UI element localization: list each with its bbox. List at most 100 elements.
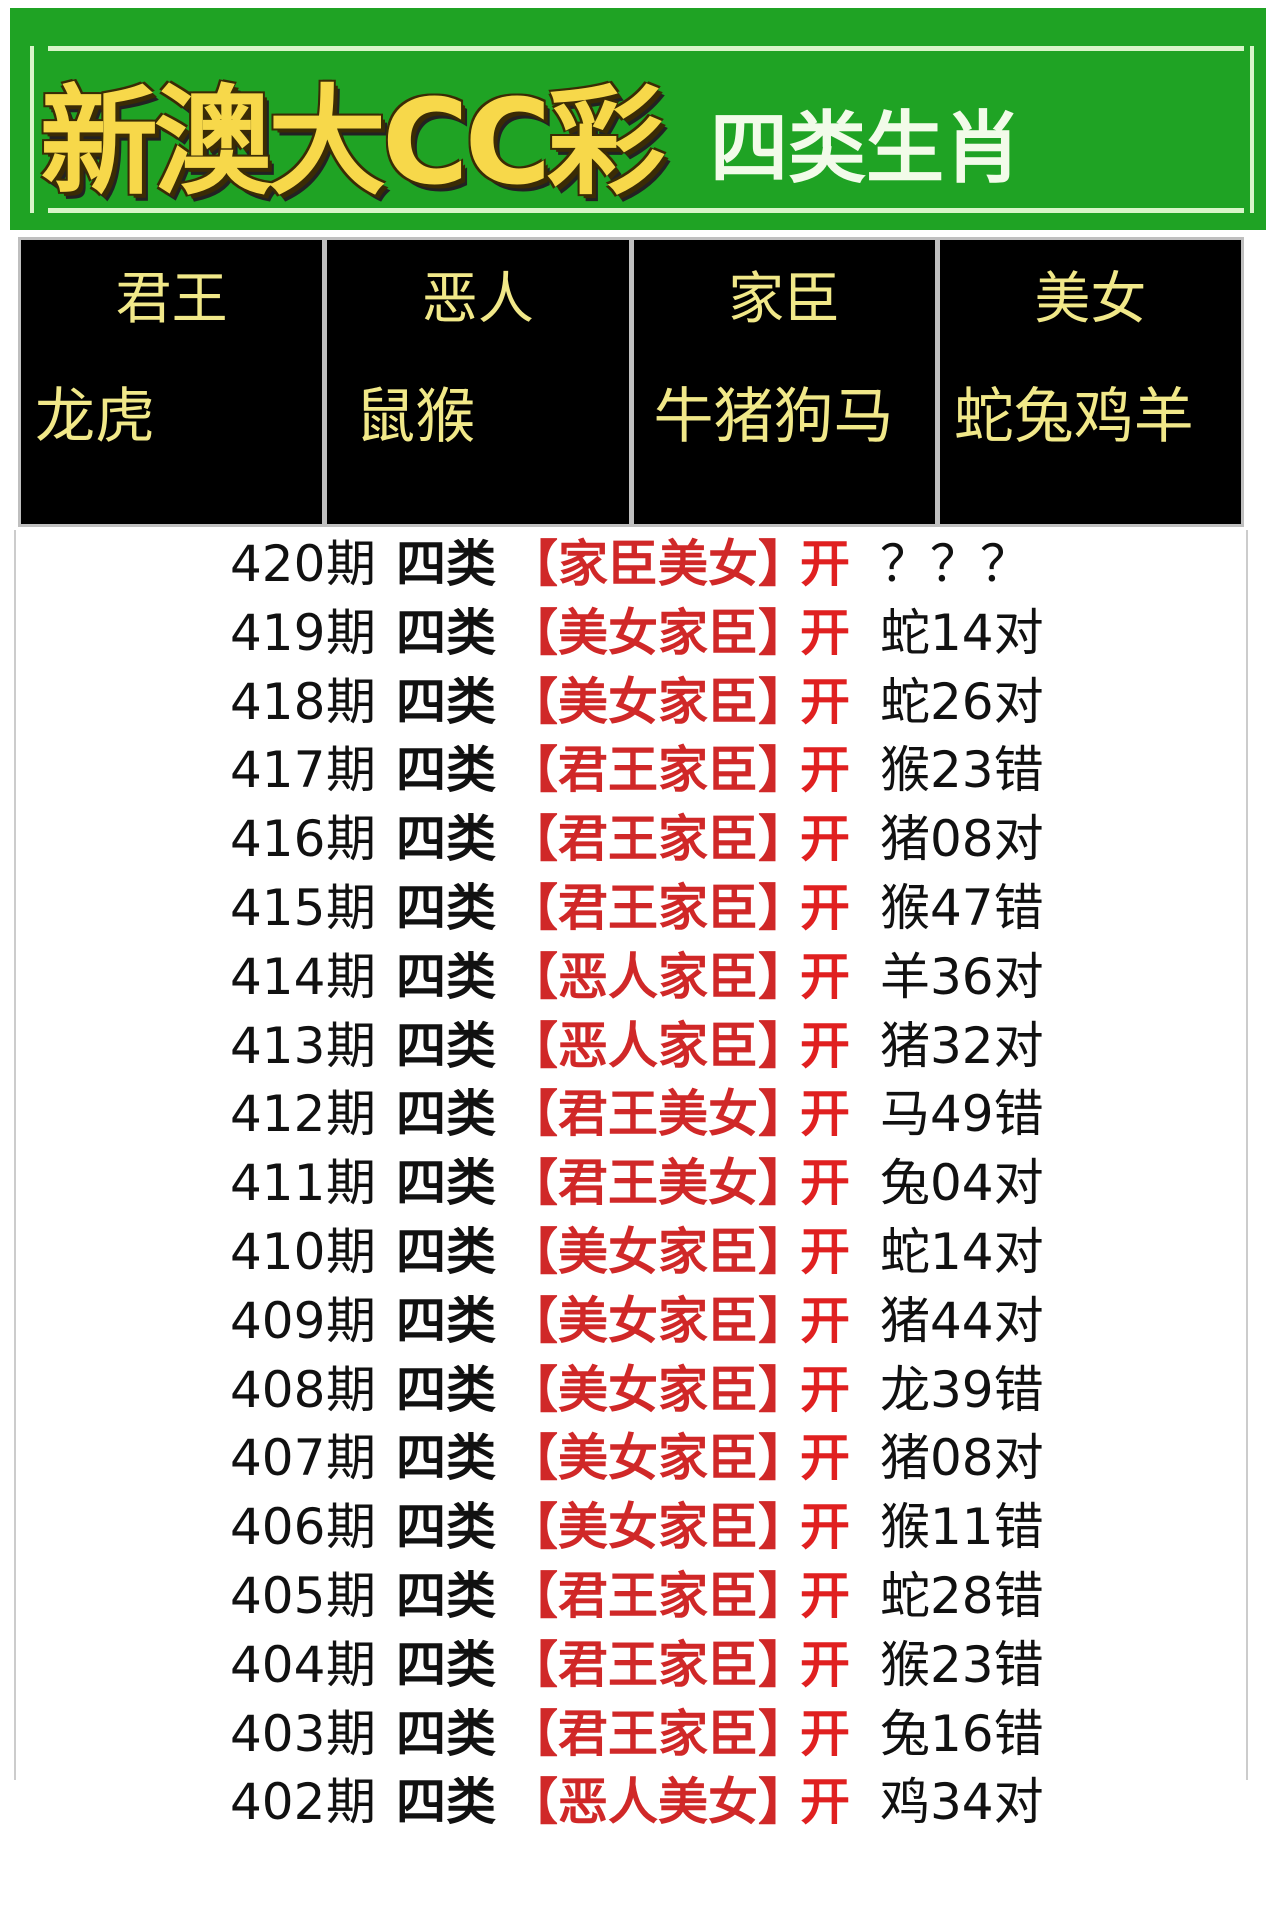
predicted-group: 【君王家臣】 — [508, 1704, 808, 1763]
period-suffix: 期 — [326, 1498, 376, 1557]
period-number: 411 — [230, 1154, 326, 1213]
period-suffix: 期 — [326, 878, 376, 937]
open-label: 开 — [800, 810, 850, 869]
category-name: 美女 — [1034, 267, 1147, 332]
open-label: 开 — [800, 1498, 850, 1557]
result: 蛇14对 — [880, 603, 1044, 662]
open-label: 开 — [800, 1566, 850, 1625]
category-members: 牛猪狗马 — [653, 382, 894, 452]
type-label: 四类 — [396, 1222, 496, 1281]
period-number: 413 — [230, 1016, 326, 1075]
open-label: 开 — [800, 535, 850, 593]
result: 猪44对 — [880, 1291, 1044, 1350]
list-item: 416 期四类 【君王家臣】开猪08对 — [0, 805, 1279, 874]
predicted-group: 【美女家臣】 — [508, 1498, 808, 1557]
result: 马49错 — [880, 1085, 1044, 1144]
list-item: 406 期四类 【美女家臣】开猴11错 — [0, 1493, 1279, 1562]
period-number: 402 — [230, 1773, 326, 1832]
result: 猴47错 — [880, 878, 1044, 937]
predicted-group: 【君王家臣】 — [508, 1635, 808, 1694]
open-label: 开 — [800, 947, 850, 1006]
predicted-group: 【美女家臣】 — [508, 1222, 808, 1281]
period-number: 417 — [230, 741, 326, 800]
predicted-group: 【美女家臣】 — [508, 603, 808, 662]
left-edge-line — [14, 530, 16, 1780]
list-item: 420 期四类 【家臣美女】开 ？？？ — [0, 530, 1279, 599]
type-label: 四类 — [396, 1291, 496, 1350]
type-label: 四类 — [396, 1498, 496, 1557]
result: 兔16错 — [880, 1704, 1044, 1763]
open-label: 开 — [800, 1635, 850, 1694]
result: 猴11错 — [880, 1498, 1044, 1557]
page-title: 新澳大CC彩 — [40, 73, 665, 211]
open-label: 开 — [800, 878, 850, 937]
list-item: 417 期四类 【君王家臣】开猴23错 — [0, 736, 1279, 805]
list-item: 403 期四类 【君王家臣】开兔16错 — [0, 1700, 1279, 1769]
period-number: 408 — [230, 1360, 326, 1419]
open-label: 开 — [800, 1222, 850, 1281]
period-suffix: 期 — [326, 1566, 376, 1625]
banner-border-top — [48, 46, 1244, 51]
period-number: 404 — [230, 1635, 326, 1694]
results-list: 420 期四类 【家臣美女】开？？？ 419 期四类 【美女家臣】开蛇14对 418 期四类【… — [0, 530, 1279, 1837]
period-suffix: 期 — [326, 947, 376, 1006]
period-suffix: 期 — [326, 1429, 376, 1488]
result: 鸡34对 — [880, 1773, 1044, 1832]
page-subtitle: 四类生肖 — [710, 104, 1023, 194]
category-members: 龙虎 — [35, 382, 155, 452]
period-suffix: 期 — [326, 603, 376, 662]
category-members: 鼠猴 — [355, 382, 476, 452]
period-number: 405 — [230, 1566, 326, 1625]
open-label: 开 — [800, 603, 850, 662]
result: 猪32对 — [880, 1016, 1044, 1075]
predicted-group: 【美女家臣】 — [508, 1429, 808, 1488]
category-junwang: 君王 龙虎 — [21, 240, 323, 524]
open-label: 开 — [800, 1154, 850, 1213]
predicted-group: 【君王美女】 — [508, 1085, 808, 1144]
period-suffix: 期 — [326, 1085, 376, 1144]
period-number: 416 — [230, 810, 326, 869]
period-suffix: 期 — [326, 1704, 376, 1763]
period-suffix: 期 — [326, 672, 376, 731]
period-suffix: 期 — [326, 1222, 376, 1281]
period-suffix: 期 — [326, 741, 376, 800]
predicted-group: 【君王家臣】 — [508, 878, 808, 937]
type-label: 四类 — [396, 741, 496, 800]
category-name: 恶人 — [421, 267, 534, 332]
result: ？？？ — [880, 535, 1030, 593]
type-label: 四类 — [396, 603, 496, 662]
type-label: 四类 — [396, 1704, 496, 1763]
type-label: 四类 — [396, 1360, 496, 1419]
predicted-group: 【恶人美女】 — [508, 1773, 808, 1832]
open-label: 开 — [800, 1085, 850, 1144]
type-label: 四类 — [396, 1429, 496, 1488]
result: 猪08对 — [880, 1429, 1044, 1488]
list-item: 412 期四类 【君王美女】开马49错 — [0, 1080, 1279, 1149]
banner-border-bottom — [48, 208, 1244, 213]
banner-border-right — [1250, 46, 1254, 213]
open-label: 开 — [800, 1704, 850, 1763]
period-suffix: 期 — [326, 1291, 376, 1350]
list-item: 407 期四类 【美女家臣】开猪08对 — [0, 1424, 1279, 1493]
period-number: 414 — [230, 947, 326, 1006]
list-item: 404 期四类 【君王家臣】开猴23错 — [0, 1631, 1279, 1700]
result: 蛇14对 — [880, 1222, 1044, 1281]
type-label: 四类 — [396, 1566, 496, 1625]
result: 蛇26对 — [880, 672, 1044, 731]
category-table: 君王 龙虎 恶人 鼠猴 家臣 牛猪狗马 美女 蛇兔鸡羊 — [18, 237, 1244, 527]
result: 兔04对 — [880, 1154, 1044, 1213]
predicted-group: 【恶人家臣】 — [508, 947, 808, 1006]
open-label: 开 — [800, 1429, 850, 1488]
list-item: 418 期四类 【美女家臣】开蛇26对 — [0, 668, 1279, 737]
type-label: 四类 — [396, 947, 496, 1006]
type-label: 四类 — [396, 1085, 496, 1144]
type-label: 四类 — [396, 1635, 496, 1694]
open-label: 开 — [800, 1016, 850, 1075]
category-name: 君王 — [115, 267, 228, 332]
result: 蛇28错 — [880, 1566, 1044, 1625]
type-label: 四类 — [396, 1016, 496, 1075]
period-number: 412 — [230, 1085, 326, 1144]
open-label: 开 — [800, 1360, 850, 1419]
period-suffix: 期 — [326, 535, 376, 593]
open-label: 开 — [800, 672, 850, 731]
